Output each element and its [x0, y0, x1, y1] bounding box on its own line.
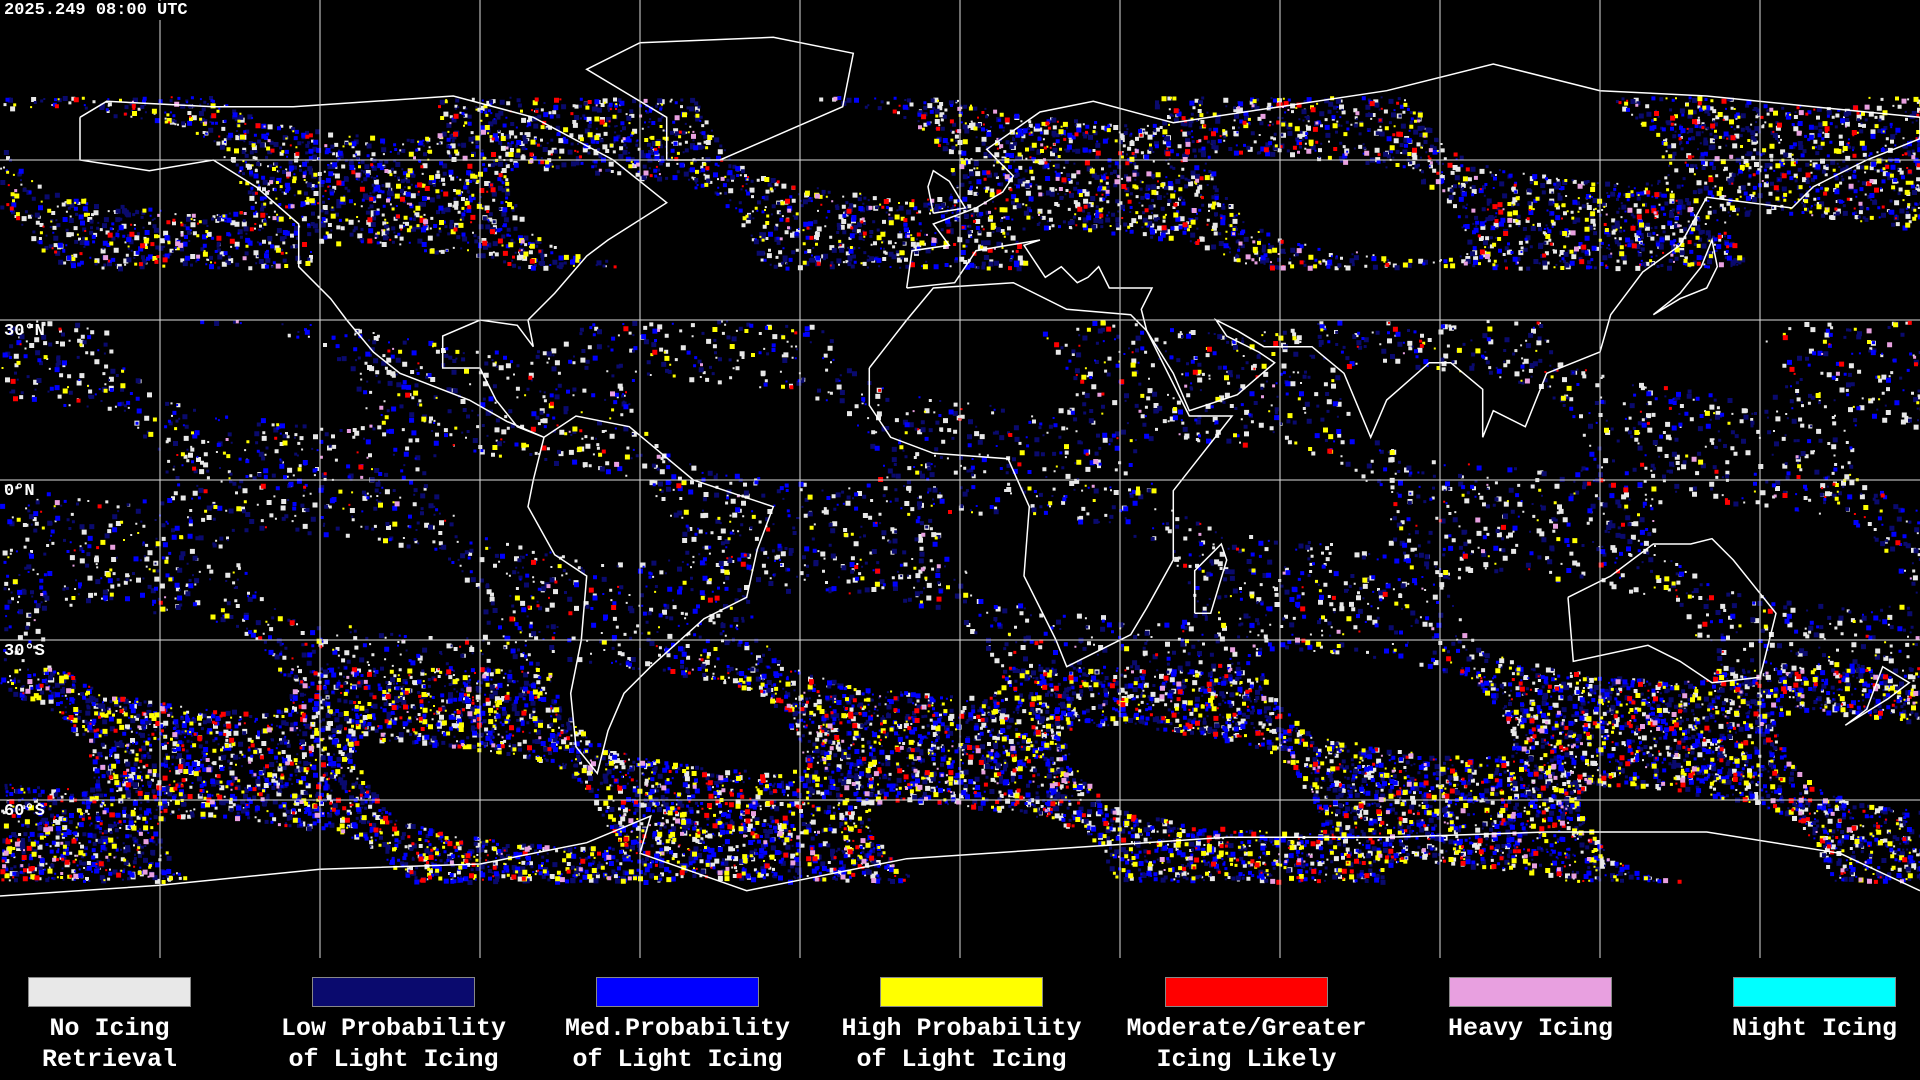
coastline [0, 814, 1920, 897]
legend-swatch [1165, 977, 1328, 1007]
legend-label: Heavy Icing [1447, 1014, 1614, 1043]
legend-item: Heavy Icing [1448, 977, 1613, 1043]
lat-label: 30°S [4, 642, 45, 661]
legend-label: Med.Probability of Light Icing [564, 1014, 791, 1074]
icing-map [0, 0, 1920, 958]
legend-label: Night Icing [1731, 1014, 1898, 1043]
coastline [1567, 537, 1777, 684]
lat-label: 0°N [4, 482, 35, 501]
coastline [1652, 237, 1719, 316]
legend-item: Night Icing [1732, 977, 1897, 1043]
coastline [868, 281, 1234, 668]
lat-label: 30°N [4, 322, 45, 341]
timestamp: 2025.249 08:00 UTC [2, 1, 190, 20]
coastline [79, 95, 668, 438]
graticule [0, 0, 1920, 958]
legend-swatch [1733, 977, 1896, 1007]
legend-item: Moderate/Greater Icing Likely [1126, 977, 1367, 1074]
lat-label: 60°S [4, 802, 45, 821]
legend-item: Med.Probability of Light Icing [565, 977, 790, 1074]
coastline [527, 415, 775, 775]
legend-swatch [1449, 977, 1612, 1007]
coastline [905, 63, 1920, 440]
coastline [1844, 665, 1911, 726]
legend-label: No Icing Retrieval [41, 1014, 178, 1074]
legend-swatch [312, 977, 475, 1007]
legend-item: No Icing Retrieval [28, 977, 191, 1074]
legend-swatch [28, 977, 191, 1007]
coastline [1193, 542, 1228, 615]
legend-label: Moderate/Greater Icing Likely [1126, 1014, 1367, 1074]
legend-item: Low Probability of Light Icing [281, 977, 506, 1074]
legend-label: Low Probability of Light Icing [280, 1014, 507, 1074]
coastlines [0, 36, 1920, 897]
legend-label: High Probability of Light Icing [841, 1014, 1082, 1074]
legend-item: High Probability of Light Icing [841, 977, 1082, 1074]
legend-swatch [596, 977, 759, 1007]
legend-swatch [880, 977, 1043, 1007]
